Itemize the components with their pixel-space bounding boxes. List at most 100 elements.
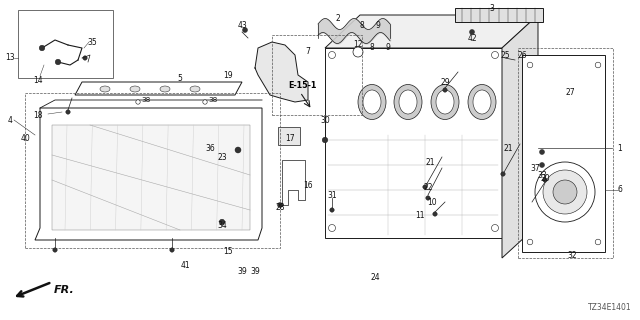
Text: 16: 16 bbox=[303, 180, 313, 189]
Polygon shape bbox=[255, 42, 308, 102]
Circle shape bbox=[203, 100, 207, 104]
Text: 38: 38 bbox=[141, 97, 150, 103]
Circle shape bbox=[426, 196, 430, 200]
Circle shape bbox=[353, 47, 363, 57]
Text: 42: 42 bbox=[467, 34, 477, 43]
Circle shape bbox=[543, 178, 547, 182]
Polygon shape bbox=[75, 82, 242, 95]
Text: 20: 20 bbox=[540, 173, 550, 182]
Circle shape bbox=[527, 239, 532, 245]
Text: 15: 15 bbox=[223, 247, 233, 257]
Circle shape bbox=[235, 147, 241, 153]
Circle shape bbox=[243, 28, 248, 33]
Circle shape bbox=[136, 100, 140, 104]
Bar bbox=[18, 10, 113, 78]
Circle shape bbox=[492, 52, 499, 59]
Circle shape bbox=[595, 239, 601, 245]
Text: 41: 41 bbox=[180, 260, 190, 269]
Text: 34: 34 bbox=[217, 220, 227, 229]
Text: FR.: FR. bbox=[54, 285, 75, 295]
Text: 14: 14 bbox=[33, 76, 43, 84]
Text: 11: 11 bbox=[415, 211, 425, 220]
Polygon shape bbox=[52, 125, 250, 230]
Text: 17: 17 bbox=[285, 133, 295, 142]
Text: 30: 30 bbox=[320, 116, 330, 124]
Text: 13: 13 bbox=[5, 53, 15, 62]
Ellipse shape bbox=[431, 84, 459, 119]
Circle shape bbox=[220, 219, 225, 225]
Circle shape bbox=[595, 62, 601, 68]
Circle shape bbox=[501, 172, 505, 176]
Polygon shape bbox=[325, 48, 502, 238]
Text: 36: 36 bbox=[205, 143, 215, 153]
Text: 31: 31 bbox=[327, 191, 337, 201]
Text: 39: 39 bbox=[237, 268, 247, 276]
Text: 8: 8 bbox=[370, 44, 374, 52]
Polygon shape bbox=[325, 15, 538, 48]
Circle shape bbox=[540, 149, 545, 155]
Circle shape bbox=[553, 180, 577, 204]
Circle shape bbox=[170, 248, 174, 252]
Circle shape bbox=[540, 163, 545, 167]
Text: 28: 28 bbox=[275, 204, 285, 212]
Circle shape bbox=[83, 56, 87, 60]
Bar bbox=[518, 48, 613, 258]
Circle shape bbox=[535, 162, 595, 222]
Text: TZ34E1401: TZ34E1401 bbox=[588, 303, 632, 312]
Text: 22: 22 bbox=[423, 183, 433, 193]
Text: 5: 5 bbox=[177, 74, 182, 83]
Circle shape bbox=[470, 29, 474, 35]
Text: 38: 38 bbox=[209, 97, 218, 103]
Circle shape bbox=[492, 225, 499, 231]
Text: 7: 7 bbox=[305, 47, 310, 57]
Text: 43: 43 bbox=[237, 20, 247, 29]
Bar bbox=[25, 93, 280, 248]
Text: 9: 9 bbox=[385, 44, 390, 52]
Ellipse shape bbox=[190, 86, 200, 92]
Ellipse shape bbox=[394, 84, 422, 119]
Text: 35: 35 bbox=[87, 37, 97, 46]
Circle shape bbox=[543, 170, 587, 214]
Circle shape bbox=[55, 59, 61, 65]
Circle shape bbox=[328, 52, 335, 59]
Circle shape bbox=[39, 45, 45, 51]
Text: 1: 1 bbox=[618, 143, 622, 153]
Text: 24: 24 bbox=[370, 274, 380, 283]
Ellipse shape bbox=[436, 90, 454, 114]
Bar bbox=[455, 8, 543, 22]
Circle shape bbox=[527, 62, 532, 68]
Circle shape bbox=[66, 110, 70, 114]
Text: 9: 9 bbox=[376, 20, 380, 29]
Text: E-15-1: E-15-1 bbox=[288, 81, 316, 90]
Ellipse shape bbox=[160, 86, 170, 92]
Circle shape bbox=[322, 137, 328, 143]
Polygon shape bbox=[502, 15, 538, 258]
Text: 27: 27 bbox=[565, 87, 575, 97]
Text: 26: 26 bbox=[517, 51, 527, 60]
Bar bbox=[272, 35, 362, 115]
Text: 21: 21 bbox=[503, 143, 513, 153]
Text: 4: 4 bbox=[8, 116, 12, 124]
Text: 23: 23 bbox=[217, 154, 227, 163]
Ellipse shape bbox=[130, 86, 140, 92]
Circle shape bbox=[423, 185, 428, 189]
Text: 12: 12 bbox=[353, 39, 363, 49]
Circle shape bbox=[53, 248, 57, 252]
Circle shape bbox=[328, 225, 335, 231]
Text: 29: 29 bbox=[440, 77, 450, 86]
Ellipse shape bbox=[399, 90, 417, 114]
Text: 6: 6 bbox=[618, 186, 623, 195]
Ellipse shape bbox=[358, 84, 386, 119]
Polygon shape bbox=[35, 108, 262, 240]
Text: 32: 32 bbox=[567, 251, 577, 260]
Text: 3: 3 bbox=[490, 4, 495, 12]
Text: 19: 19 bbox=[223, 70, 233, 79]
Ellipse shape bbox=[363, 90, 381, 114]
Text: 39: 39 bbox=[250, 268, 260, 276]
Text: 25: 25 bbox=[500, 51, 510, 60]
Ellipse shape bbox=[473, 90, 491, 114]
Text: 10: 10 bbox=[427, 197, 437, 206]
Polygon shape bbox=[522, 55, 605, 252]
Text: 21: 21 bbox=[425, 157, 435, 166]
Text: 2: 2 bbox=[335, 13, 340, 22]
